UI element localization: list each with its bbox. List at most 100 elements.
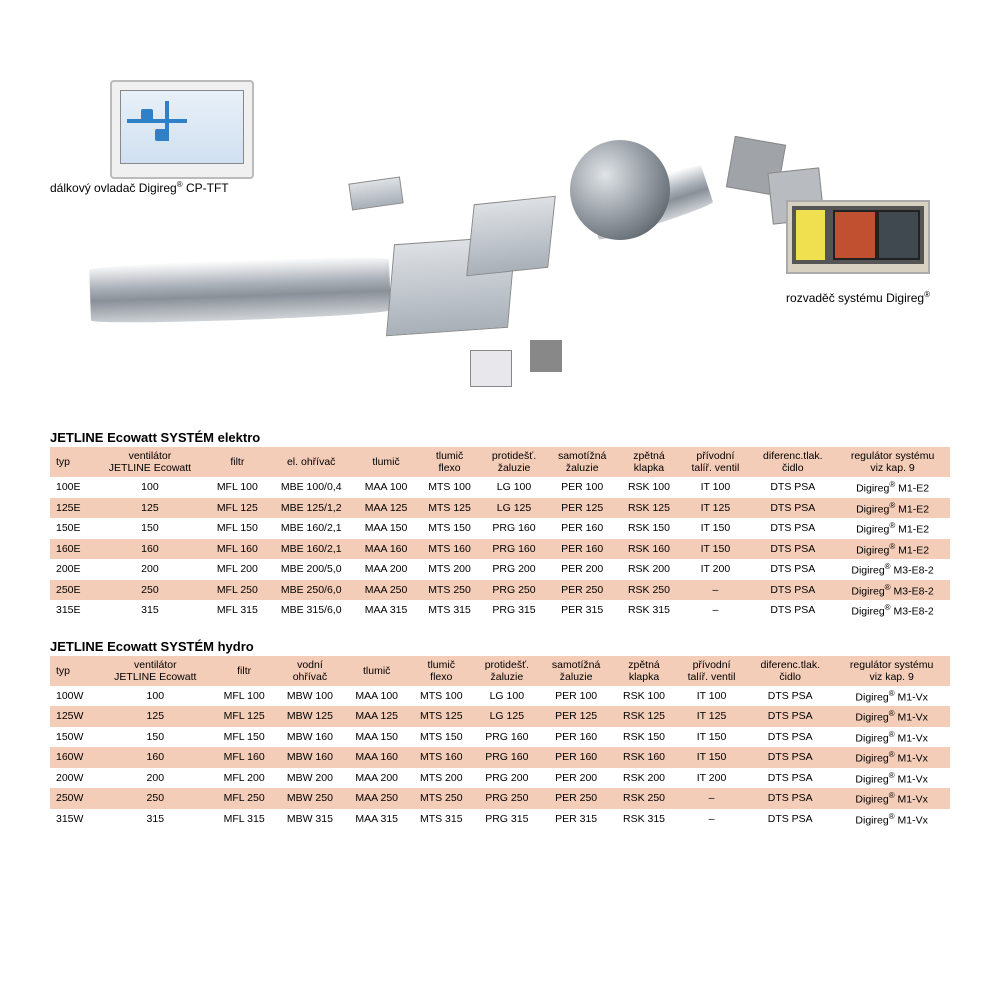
table-row: 250W250MFL 250MBW 250MAA 250MTS 250PRG 2… bbox=[50, 788, 950, 809]
column-header: ventilátorJETLINE Ecowatt bbox=[93, 447, 206, 477]
table-cell: RSK 100 bbox=[612, 686, 676, 707]
table-row: 125W125MFL 125MBW 125MAA 125MTS 125LG 12… bbox=[50, 706, 950, 727]
column-header: ventilátorJETLINE Ecowatt bbox=[98, 656, 213, 686]
table-cell: MBE 125/1,2 bbox=[268, 498, 354, 519]
table-cell: MTS 315 bbox=[409, 809, 474, 830]
table-cell: MBW 250 bbox=[275, 788, 344, 809]
table-cell: MFL 160 bbox=[207, 539, 269, 560]
table-cell: MFL 125 bbox=[207, 498, 269, 519]
table-cell: PER 250 bbox=[540, 788, 612, 809]
table-cell: Digireg® M1-Vx bbox=[833, 809, 950, 830]
table-cell: RSK 150 bbox=[612, 727, 676, 748]
table-cell: MFL 315 bbox=[207, 600, 269, 621]
table-cell: 150 bbox=[93, 518, 206, 539]
table-elektro: typventilátorJETLINE Ecowattfiltrel. ohř… bbox=[50, 447, 950, 621]
table-cell: – bbox=[676, 788, 747, 809]
table-cell: 100 bbox=[98, 686, 213, 707]
table-cell: DTS PSA bbox=[750, 477, 835, 498]
table-cell: 125E bbox=[50, 498, 93, 519]
table-cell: DTS PSA bbox=[747, 686, 833, 707]
table-cell: MBW 125 bbox=[275, 706, 344, 727]
table-cell: IT 125 bbox=[676, 706, 747, 727]
table2-title: JETLINE Ecowatt SYSTÉM hydro bbox=[50, 639, 950, 654]
table-cell: MBW 100 bbox=[275, 686, 344, 707]
table-cell: PRG 250 bbox=[481, 580, 547, 601]
table-cell: – bbox=[680, 580, 750, 601]
table-cell: RSK 160 bbox=[618, 539, 681, 560]
table-row: 160E160MFL 160MBE 160/2,1MAA 160MTS 160P… bbox=[50, 539, 950, 560]
table-cell: LG 125 bbox=[481, 498, 547, 519]
table-cell: 250E bbox=[50, 580, 93, 601]
table-cell: PER 160 bbox=[547, 518, 618, 539]
table-cell: DTS PSA bbox=[750, 600, 835, 621]
table-cell: PER 250 bbox=[547, 580, 618, 601]
table-cell: PER 200 bbox=[540, 768, 612, 789]
table-cell: MTS 125 bbox=[418, 498, 481, 519]
table-cell: 315W bbox=[50, 809, 98, 830]
distributor-label: rozvaděč systému Digireg® bbox=[786, 290, 930, 305]
table-cell: MAA 125 bbox=[344, 706, 409, 727]
table-cell: MBE 250/6,0 bbox=[268, 580, 354, 601]
table-cell: RSK 250 bbox=[618, 580, 681, 601]
column-header: tlumič bbox=[344, 656, 409, 686]
table-cell: IT 100 bbox=[680, 477, 750, 498]
table-cell: MAA 150 bbox=[344, 727, 409, 748]
table-cell: 125 bbox=[98, 706, 213, 727]
table-cell: RSK 200 bbox=[618, 559, 681, 580]
table-cell: 150E bbox=[50, 518, 93, 539]
table-cell: DTS PSA bbox=[747, 727, 833, 748]
column-header: zpětnáklapka bbox=[612, 656, 676, 686]
table-cell: Digireg® M1-E2 bbox=[835, 498, 950, 519]
table-row: 100W100MFL 100MBW 100MAA 100MTS 100LG 10… bbox=[50, 686, 950, 707]
table-cell: 125W bbox=[50, 706, 98, 727]
table-cell: 150 bbox=[98, 727, 213, 748]
table-cell: MAA 250 bbox=[354, 580, 418, 601]
table-cell: MTS 250 bbox=[418, 580, 481, 601]
table-row: 125E125MFL 125MBE 125/1,2MAA 125MTS 125L… bbox=[50, 498, 950, 519]
table-cell: MTS 200 bbox=[409, 768, 474, 789]
table-cell: PRG 160 bbox=[474, 727, 541, 748]
controller-label: dálkový ovladač Digireg® CP-TFT bbox=[50, 180, 229, 195]
table-cell: PRG 200 bbox=[481, 559, 547, 580]
table-cell: MTS 100 bbox=[409, 686, 474, 707]
column-header: vodníohřívač bbox=[275, 656, 344, 686]
table-cell: IT 150 bbox=[676, 747, 747, 768]
table-cell: DTS PSA bbox=[747, 788, 833, 809]
table-cell: MFL 200 bbox=[207, 559, 269, 580]
table-cell: MBE 100/0,4 bbox=[268, 477, 354, 498]
table-cell: LG 125 bbox=[474, 706, 541, 727]
table-cell: Digireg® M1-Vx bbox=[833, 747, 950, 768]
table-cell: Digireg® M3-E8-2 bbox=[835, 580, 950, 601]
column-header: protidešť.žaluzie bbox=[481, 447, 547, 477]
table-cell: MTS 160 bbox=[409, 747, 474, 768]
table-cell: MFL 100 bbox=[207, 477, 269, 498]
column-header: typ bbox=[50, 447, 93, 477]
table-cell: 160E bbox=[50, 539, 93, 560]
table-cell: PER 315 bbox=[540, 809, 612, 830]
table-cell: MTS 125 bbox=[409, 706, 474, 727]
table-cell: Digireg® M1-Vx bbox=[833, 706, 950, 727]
table-cell: 315 bbox=[98, 809, 213, 830]
column-header: el. ohřívač bbox=[268, 447, 354, 477]
table-cell: 315 bbox=[93, 600, 206, 621]
column-header: zpětnáklapka bbox=[618, 447, 681, 477]
table-cell: MAA 125 bbox=[354, 498, 418, 519]
table-cell: MFL 160 bbox=[213, 747, 276, 768]
table-cell: 160W bbox=[50, 747, 98, 768]
table-cell: RSK 125 bbox=[618, 498, 681, 519]
table-cell: RSK 125 bbox=[612, 706, 676, 727]
table-cell: 250 bbox=[93, 580, 206, 601]
table-cell: Digireg® M1-Vx bbox=[833, 727, 950, 748]
table-cell: LG 100 bbox=[481, 477, 547, 498]
table-cell: MTS 200 bbox=[418, 559, 481, 580]
table-cell: MFL 250 bbox=[207, 580, 269, 601]
table-cell: RSK 250 bbox=[612, 788, 676, 809]
column-header: přívodnítalíř. ventil bbox=[680, 447, 750, 477]
table-cell: PRG 315 bbox=[474, 809, 541, 830]
table-cell: 160 bbox=[98, 747, 213, 768]
table-cell: DTS PSA bbox=[750, 518, 835, 539]
table-cell: MAA 315 bbox=[344, 809, 409, 830]
table-row: 315W315MFL 315MBW 315MAA 315MTS 315PRG 3… bbox=[50, 809, 950, 830]
table-cell: 315E bbox=[50, 600, 93, 621]
table-row: 150E150MFL 150MBE 160/2,1MAA 150MTS 150P… bbox=[50, 518, 950, 539]
